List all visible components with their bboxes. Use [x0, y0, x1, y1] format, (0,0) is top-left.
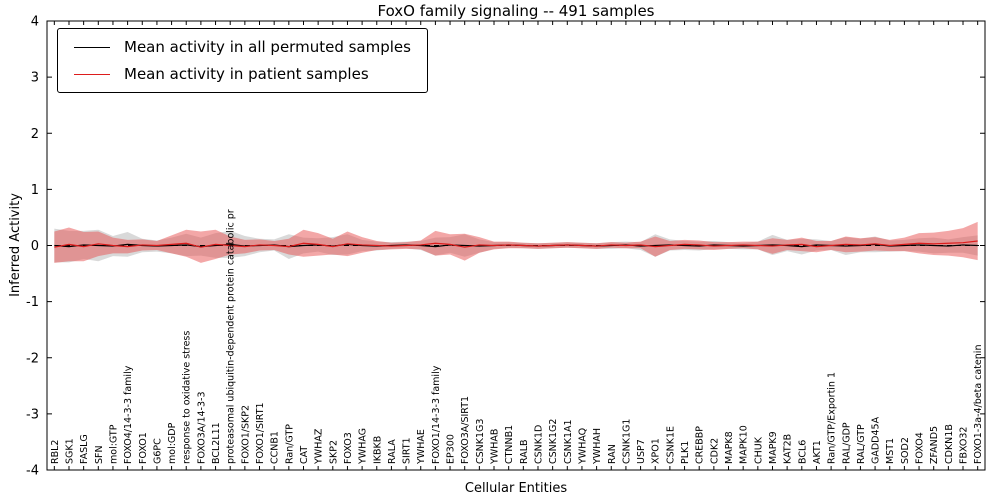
svg-text:Ran/GTP: Ran/GTP [284, 424, 295, 464]
svg-text:ZFAND5: ZFAND5 [929, 426, 940, 464]
svg-text:CSNK1G2: CSNK1G2 [548, 419, 559, 464]
x-axis-label: Cellular Entities [464, 481, 568, 496]
svg-text:YWHAB: YWHAB [490, 429, 501, 465]
svg-text:RALA: RALA [387, 439, 398, 464]
svg-text:FOXO1/SKP2: FOXO1/SKP2 [240, 405, 251, 464]
legend-item-permuted: Mean activity in all permuted samples [74, 38, 411, 56]
svg-text:SFN: SFN [94, 445, 105, 464]
svg-text:FBXO32: FBXO32 [959, 427, 970, 464]
svg-text:MAPK8: MAPK8 [724, 431, 735, 464]
svg-text:-4: -4 [26, 464, 39, 479]
svg-text:SGK1: SGK1 [64, 438, 75, 464]
svg-text:YWHAG: YWHAG [358, 428, 369, 465]
svg-text:YWHAQ: YWHAQ [577, 428, 588, 465]
y-axis-label: Inferred Activity [8, 193, 23, 297]
legend-line-patient-icon [74, 73, 110, 75]
svg-text:4: 4 [31, 15, 39, 30]
svg-text:FOXO1/14-3-3 family: FOXO1/14-3-3 family [431, 365, 442, 464]
svg-text:RALB: RALB [519, 439, 530, 464]
svg-text:FOXO1-3a-4/beta catenin: FOXO1-3a-4/beta catenin [973, 345, 984, 464]
svg-text:MAPK10: MAPK10 [739, 425, 750, 464]
svg-text:SIRT1: SIRT1 [402, 437, 413, 464]
svg-text:FOXO1/SIRT1: FOXO1/SIRT1 [255, 402, 266, 464]
svg-text:2: 2 [31, 127, 39, 142]
svg-text:FOXO3A/14-3-3: FOXO3A/14-3-3 [196, 392, 207, 465]
svg-text:FOXO3A/SIRT1: FOXO3A/SIRT1 [460, 396, 471, 464]
svg-text:MAPK9: MAPK9 [768, 431, 779, 464]
svg-text:mol:GDP: mol:GDP [167, 422, 178, 464]
svg-text:YWHAZ: YWHAZ [314, 428, 325, 465]
svg-text:-2: -2 [26, 351, 39, 366]
svg-text:Ran/GTP/Exportin 1: Ran/GTP/Exportin 1 [827, 372, 838, 464]
svg-text:CCNB1: CCNB1 [270, 431, 281, 464]
svg-text:-1: -1 [26, 295, 39, 310]
svg-text:FOXO4: FOXO4 [915, 432, 926, 464]
svg-text:0: 0 [31, 239, 39, 254]
svg-text:CDKN1B: CDKN1B [944, 424, 955, 464]
svg-text:PLK1: PLK1 [680, 441, 691, 464]
svg-text:FASLG: FASLG [79, 434, 90, 464]
svg-text:BCL2L11: BCL2L11 [211, 422, 222, 464]
svg-text:-3: -3 [26, 407, 39, 422]
svg-text:MST1: MST1 [885, 438, 896, 464]
svg-text:XPO1: XPO1 [651, 438, 662, 464]
svg-text:BCL6: BCL6 [797, 440, 808, 464]
legend-line-permuted-icon [74, 46, 110, 48]
svg-text:FOXO1: FOXO1 [138, 432, 149, 464]
svg-text:FOXO3: FOXO3 [343, 432, 354, 464]
legend-label-permuted: Mean activity in all permuted samples [124, 38, 411, 56]
svg-text:RAL/GDP: RAL/GDP [841, 422, 852, 464]
svg-text:SOD2: SOD2 [900, 437, 911, 464]
svg-text:USP7: USP7 [636, 439, 647, 464]
svg-text:CDK2: CDK2 [709, 438, 720, 464]
svg-text:CSNK1D: CSNK1D [533, 425, 544, 464]
svg-text:KAT2B: KAT2B [783, 434, 794, 464]
svg-text:CSNK1G1: CSNK1G1 [621, 419, 632, 464]
svg-text:AKT1: AKT1 [812, 440, 823, 464]
svg-text:G6PC: G6PC [152, 438, 163, 464]
svg-text:response to oxidative stress: response to oxidative stress [182, 331, 193, 464]
svg-text:YWHAE: YWHAE [416, 429, 427, 465]
legend: Mean activity in all permuted samples Me… [57, 28, 428, 93]
svg-text:RAL/GTP: RAL/GTP [856, 424, 867, 464]
svg-text:IKBKB: IKBKB [372, 436, 383, 464]
svg-text:CTNNB1: CTNNB1 [504, 425, 515, 464]
svg-text:RBL2: RBL2 [50, 440, 61, 464]
svg-text:YWHAH: YWHAH [592, 428, 603, 465]
svg-text:CSNK1A1: CSNK1A1 [563, 419, 574, 464]
chart-title: FoxO family signaling -- 491 samples [377, 2, 655, 20]
svg-text:SKP2: SKP2 [328, 440, 339, 464]
svg-text:CSNK1G3: CSNK1G3 [475, 419, 486, 464]
svg-text:RAN: RAN [607, 444, 618, 464]
svg-text:FOXO4/14-3-3 family: FOXO4/14-3-3 family [123, 365, 134, 464]
svg-text:CREBBP: CREBBP [695, 426, 706, 464]
legend-label-patient: Mean activity in patient samples [124, 65, 369, 83]
legend-item-patient: Mean activity in patient samples [74, 65, 411, 83]
svg-text:CAT: CAT [299, 446, 310, 464]
svg-text:3: 3 [31, 71, 39, 86]
svg-text:proteasomal ubiquitin-dependen: proteasomal ubiquitin-dependent protein … [226, 209, 237, 464]
svg-text:GADD45A: GADD45A [871, 416, 882, 464]
svg-text:CSNK1E: CSNK1E [665, 426, 676, 464]
svg-text:mol:GTP: mol:GTP [108, 424, 119, 464]
svg-text:1: 1 [31, 183, 39, 198]
svg-text:CHUK: CHUK [753, 436, 764, 464]
svg-text:EP300: EP300 [446, 434, 457, 464]
